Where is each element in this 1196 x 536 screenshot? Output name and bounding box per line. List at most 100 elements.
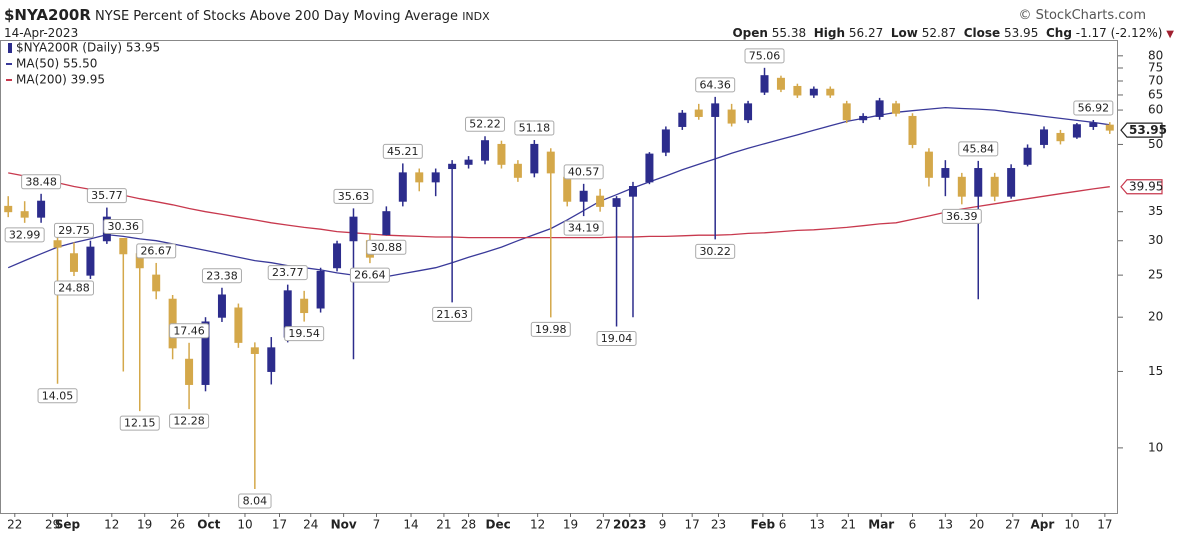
annotation-label: 26.67: [140, 244, 172, 257]
annotation-box: [284, 326, 325, 342]
x-tick-label: 7: [373, 518, 381, 532]
candle-body: [201, 321, 210, 385]
annotation-box: [530, 321, 571, 337]
legend-swatch: [8, 43, 12, 53]
y-tick-label: 65: [1148, 87, 1163, 101]
candle-body: [349, 216, 358, 242]
x-tick-label: 13: [809, 518, 824, 532]
candle-body: [842, 103, 851, 121]
annotation-label: 26.64: [354, 269, 386, 282]
annotation-box: [103, 219, 144, 235]
annotation-label: 12.28: [173, 415, 205, 428]
x-tick-label: Nov: [331, 518, 357, 532]
candle-body: [37, 200, 46, 218]
y-tick-label: 60: [1148, 103, 1163, 117]
symbol: $NYA200R: [4, 6, 91, 24]
candle-body: [86, 246, 95, 276]
quote-value: 55.38: [771, 26, 807, 40]
candle-body: [250, 347, 259, 354]
annotation-label: 51.18: [519, 122, 551, 135]
quote-label: Open: [732, 26, 768, 40]
x-tick-label: 13: [938, 518, 953, 532]
annotation-label: 52.22: [469, 118, 501, 131]
x-tick-label: 21: [436, 518, 451, 532]
quote-value: (-2.12%): [1110, 26, 1163, 40]
candle-body: [464, 159, 473, 165]
candle-body: [217, 294, 226, 318]
annotation-label: 19.98: [535, 323, 567, 336]
y-tick-label: 30: [1148, 233, 1163, 247]
date: 14-Apr-2023: [4, 26, 79, 40]
annotation-label: 35.77: [91, 189, 123, 202]
candle-body: [859, 115, 868, 121]
annotation-box: [238, 493, 272, 509]
candle-body: [1007, 168, 1016, 197]
annotation-label: 45.21: [387, 145, 419, 158]
x-tick-label: 6: [909, 518, 917, 532]
candle-body: [875, 100, 884, 117]
candle-body: [563, 176, 572, 202]
x-tick-label: Apr: [1030, 518, 1054, 532]
candle-body: [316, 270, 325, 309]
annotation-box: [119, 415, 160, 431]
annotation-label: 23.77: [272, 266, 304, 279]
annotation-label: 35.63: [338, 190, 370, 203]
candle-body: [760, 75, 769, 93]
x-tick-label: 28: [461, 518, 476, 532]
x-tick-label: 27: [1005, 518, 1020, 532]
y-tick-label: 35: [1148, 204, 1163, 218]
candle-body: [744, 103, 753, 121]
price-tag-label: 53.95: [1129, 123, 1167, 137]
candle-body: [1040, 129, 1049, 145]
annotation-label: 30.36: [108, 220, 140, 233]
legend-label: MA(200) 39.95: [16, 73, 105, 87]
candle-body: [974, 168, 983, 197]
candle-body: [69, 253, 78, 272]
candle-body: [1056, 132, 1065, 142]
candle-body: [481, 140, 490, 161]
annotation-label: 19.04: [601, 332, 633, 345]
plot-frame: [0, 40, 1118, 514]
x-tick-label: 2023: [613, 518, 646, 532]
annotation-box: [21, 174, 62, 190]
annotation-box: [136, 243, 177, 259]
y-tick-label: 15: [1148, 364, 1163, 378]
annotation-label: 40.57: [568, 165, 600, 178]
candle-body: [826, 88, 835, 96]
x-tick-label: Mar: [868, 518, 894, 532]
annotation-label: 38.48: [25, 175, 57, 188]
quote-label: Chg: [1045, 26, 1072, 40]
x-tick-label: 10: [237, 518, 252, 532]
x-tick-label: 17: [272, 518, 287, 532]
annotation-box: [1073, 100, 1114, 116]
quote-label: Low: [890, 26, 918, 40]
annotation-box: [941, 208, 982, 224]
y-tick-label: 75: [1148, 60, 1163, 74]
annotation-label: 30.88: [371, 241, 403, 254]
ma-line: [7, 106, 1110, 278]
y-tick-label: 20: [1148, 310, 1163, 324]
annotation-label: 45.84: [963, 142, 995, 155]
quote: Open 55.38 High 56.27 Low 52.87 Close 53…: [732, 26, 1174, 40]
x-tick-label: 24: [303, 518, 318, 532]
x-tick-label: Dec: [486, 518, 511, 532]
candle-body: [20, 211, 29, 218]
annotation-label: 23.38: [206, 269, 238, 282]
x-tick-label: 12: [104, 518, 119, 532]
annotation-box: [465, 116, 506, 132]
x-tick-label: 17: [685, 518, 700, 532]
annotation-box: [267, 265, 308, 281]
x-tick-label: 29: [45, 518, 60, 532]
candle-body: [267, 347, 276, 372]
annotation-label: 24.88: [58, 282, 90, 295]
candle-body: [53, 240, 62, 248]
candle-body: [185, 358, 194, 385]
candle-body: [694, 109, 703, 117]
price-tag-label: 39.95: [1129, 180, 1163, 194]
quote-value: 53.95: [1003, 26, 1039, 40]
x-tick-label: 9: [659, 518, 667, 532]
y-tick-label: 80: [1148, 48, 1163, 62]
legend-label: $NYA200R (Daily) 53.95: [16, 41, 160, 55]
x-tick-label: Sep: [55, 518, 81, 532]
